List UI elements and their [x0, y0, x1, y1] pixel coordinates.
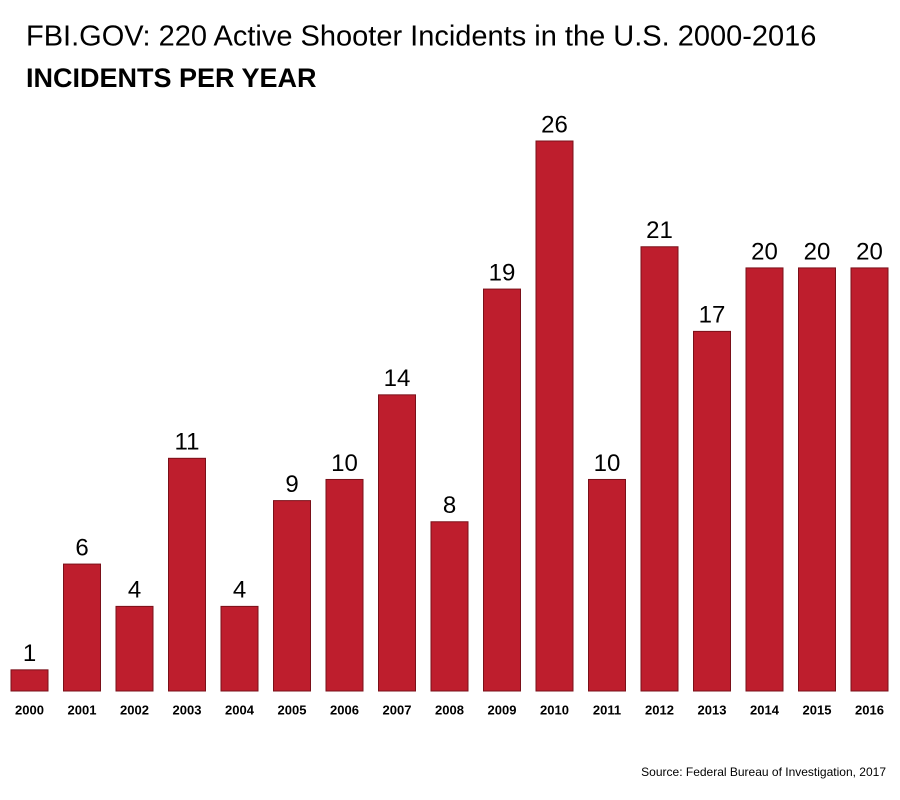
bar: [220, 605, 259, 692]
value-label: 26: [541, 111, 568, 138]
bar: [168, 457, 206, 692]
bar: [378, 394, 416, 692]
value-label: 4: [233, 577, 246, 604]
value-label: 9: [285, 471, 298, 498]
value-label: 1: [23, 640, 36, 667]
bar: [850, 267, 889, 692]
x-tick-label: 2004: [225, 702, 255, 717]
bar: [10, 669, 49, 692]
bar: [588, 478, 626, 692]
bar: [430, 521, 469, 692]
x-tick-label: 2001: [68, 702, 97, 717]
bar: [640, 246, 679, 692]
bar: [745, 267, 784, 692]
value-label: 21: [646, 217, 673, 244]
x-tick-label: 2007: [383, 702, 412, 717]
x-tick-label: 2006: [330, 702, 359, 717]
value-label: 14: [384, 365, 411, 392]
source-note: Source: Federal Bureau of Investigation,…: [641, 765, 886, 779]
x-tick-label: 2008: [435, 702, 464, 717]
value-label: 20: [751, 238, 778, 265]
x-tick-label: 2010: [540, 702, 569, 717]
chart-subtitle: INCIDENTS PER YEAR: [26, 63, 317, 93]
x-tick-label: 2000: [15, 702, 44, 717]
value-label: 6: [75, 534, 88, 561]
x-tick-label: 2016: [855, 702, 884, 717]
x-tick-label: 2014: [750, 702, 780, 717]
x-tick-label: 2009: [488, 702, 517, 717]
value-label: 11: [175, 429, 200, 456]
x-tick-label: 2015: [803, 702, 832, 717]
x-tick-label: 2012: [645, 702, 674, 717]
chart-title: FBI.GOV: 220 Active Shooter Incidents in…: [26, 21, 816, 53]
value-label: 10: [331, 450, 358, 477]
bar: [693, 330, 731, 692]
bar: [798, 267, 836, 692]
bar: [115, 605, 154, 692]
bar: [535, 140, 574, 692]
x-tick-label: 2013: [698, 702, 727, 717]
value-label: 19: [489, 259, 516, 286]
bar: [273, 500, 311, 692]
x-tick-label: 2002: [120, 702, 149, 717]
value-label: 8: [443, 492, 456, 519]
value-label: 17: [699, 302, 726, 329]
bar: [483, 288, 521, 692]
value-label: 20: [856, 238, 883, 265]
x-tick-label: 2005: [278, 702, 307, 717]
value-label: 4: [128, 577, 141, 604]
value-label: 10: [594, 450, 621, 477]
bar: [325, 478, 364, 692]
x-tick-label: 2003: [173, 702, 202, 717]
x-tick-label: 2011: [593, 702, 621, 717]
bar: [63, 563, 101, 692]
value-label: 20: [804, 238, 831, 265]
